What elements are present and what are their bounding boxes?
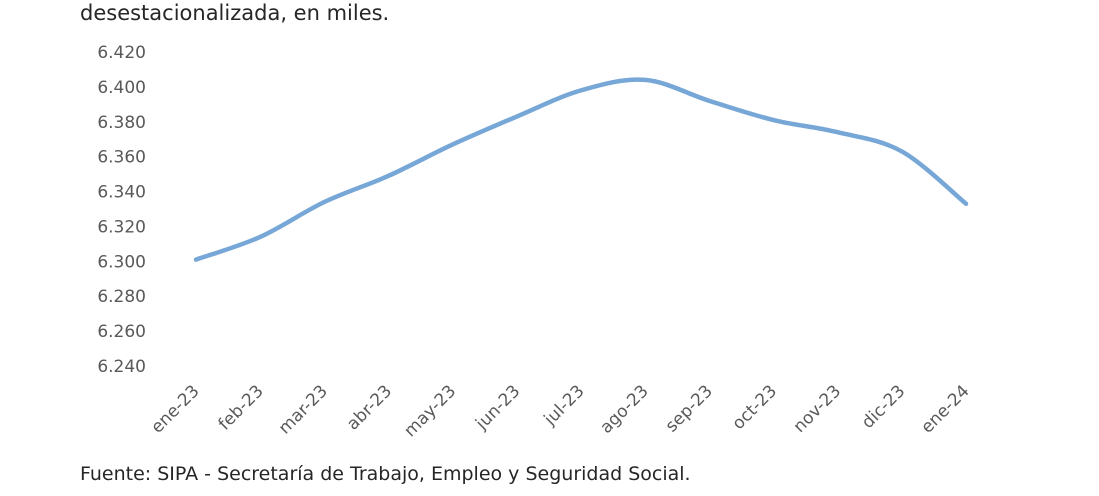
x-tick-label: jul-23 (540, 381, 589, 430)
x-tick-label: ene-23 (147, 381, 203, 437)
chart-subtitle: desestacionalizada, en miles. (80, 1, 390, 25)
y-tick-label: 6.260 (97, 322, 146, 342)
data-point (258, 235, 262, 239)
x-tick-label: ago-23 (596, 381, 652, 437)
data-point (707, 99, 711, 103)
x-tick-label: nov-23 (790, 381, 846, 437)
x-tick-label: jun-23 (471, 381, 524, 434)
x-tick-label: may-23 (400, 381, 460, 441)
x-tick-label: mar-23 (275, 381, 332, 438)
y-tick-label: 6.240 (97, 357, 146, 377)
series-line (193, 77, 969, 262)
data-point (579, 88, 583, 92)
y-axis-ticks: 6.420 6.400 6.380 6.360 6.340 6.320 6.300 6.280… (97, 43, 146, 377)
x-tick-label: oct-23 (729, 381, 781, 433)
data-point (900, 149, 904, 153)
data-point (387, 174, 391, 178)
data-point (515, 115, 519, 119)
y-tick-label: 6.400 (97, 78, 146, 98)
data-point (836, 130, 840, 134)
source-note: Fuente: SIPA - Secretaría de Trabajo, Em… (80, 463, 691, 485)
y-tick-label: 6.360 (97, 148, 146, 168)
y-tick-label: 6.340 (97, 183, 146, 203)
series-group (193, 77, 969, 262)
y-tick-label: 6.300 (97, 252, 146, 272)
x-tick-label: dic-23 (858, 381, 909, 432)
x-tick-label: sep-23 (662, 381, 717, 436)
data-point (772, 118, 776, 122)
data-point (194, 258, 198, 262)
x-tick-label: feb-23 (215, 381, 268, 434)
data-point (322, 200, 326, 204)
data-point (964, 202, 968, 206)
y-tick-label: 6.380 (97, 113, 146, 133)
x-tick-label: abr-23 (343, 381, 396, 434)
x-axis-ticks: ene-23 feb-23 mar-23 abr-23 may-23 jun-23 jul-… (147, 381, 973, 441)
y-tick-label: 6.280 (97, 287, 146, 307)
y-tick-label: 6.320 (97, 217, 146, 237)
data-point (451, 142, 455, 146)
data-point (643, 78, 647, 82)
x-tick-label: ene-24 (917, 381, 973, 437)
y-tick-label: 6.420 (97, 43, 146, 63)
